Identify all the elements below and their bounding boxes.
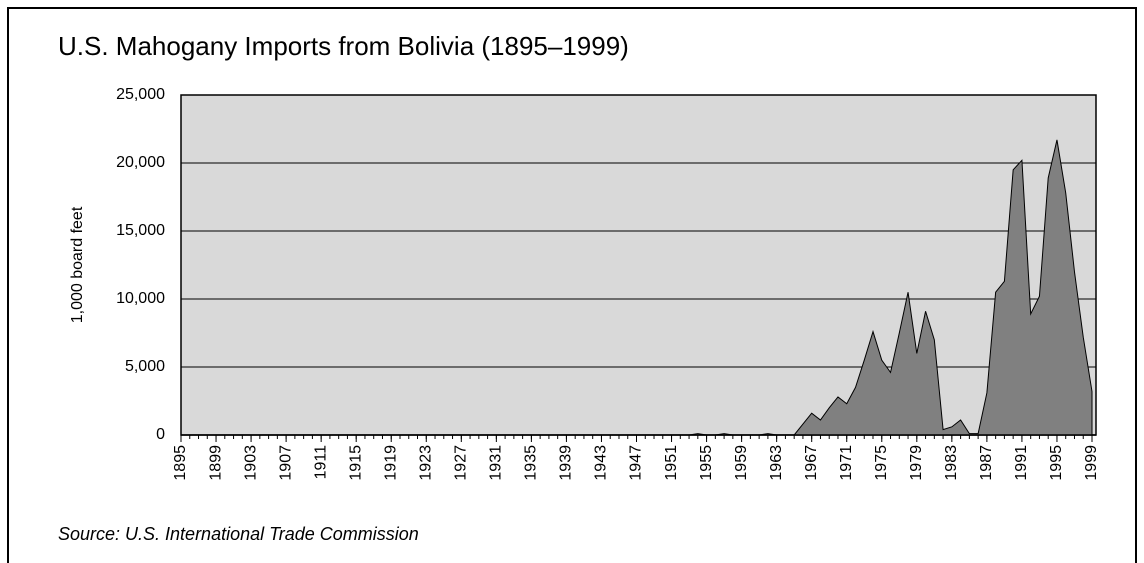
y-tick-label: 25,000: [116, 86, 165, 103]
frame: [7, 7, 1137, 563]
x-tick-label: 1943: [593, 445, 610, 481]
x-tick-label: 1995: [1048, 445, 1065, 481]
x-tick-label: 1951: [663, 445, 680, 481]
x-tick-label: 1911: [312, 445, 329, 480]
x-tick-label: 1959: [733, 445, 750, 481]
x-tick-label: 1923: [417, 445, 434, 481]
source-note: Source: U.S. International Trade Commiss…: [58, 524, 419, 544]
x-tick-label: 1987: [978, 445, 995, 481]
x-tick-label: 1983: [943, 445, 960, 481]
x-tick-label: 1967: [803, 445, 820, 481]
x-tick-label: 1931: [488, 445, 505, 481]
x-tick-label: 1907: [277, 445, 294, 481]
x-tick-label: 1927: [453, 445, 470, 481]
plot-area: [180, 94, 1097, 436]
y-axis-label: 1,000 board feet: [69, 206, 86, 323]
x-tick-label: 1895: [172, 445, 189, 481]
x-tick-label: 1935: [523, 445, 540, 481]
y-tick-label: 10,000: [116, 290, 165, 307]
chart-title: U.S. Mahogany Imports from Bolivia (1895…: [58, 31, 629, 61]
x-tick-label: 1979: [908, 445, 925, 481]
x-tick-label: 1939: [558, 445, 575, 481]
y-tick-label: 0: [156, 426, 165, 443]
x-tick-label: 1991: [1013, 445, 1030, 481]
x-tick-label: 1955: [698, 445, 715, 481]
x-tick-label: 1899: [207, 445, 224, 481]
y-tick-label: 5,000: [125, 358, 165, 375]
y-tick-label: 15,000: [116, 222, 165, 239]
x-tick-label: 1971: [838, 445, 855, 481]
x-tick-label: 1915: [347, 445, 364, 481]
x-tick-label: 1903: [242, 445, 259, 481]
x-tick-label: 1999: [1083, 445, 1100, 481]
y-tick-label: 20,000: [116, 154, 165, 171]
x-tick-label: 1963: [768, 445, 785, 481]
x-tick-label: 1975: [873, 445, 890, 481]
x-tick-label: 1947: [628, 445, 645, 481]
x-tick-label: 1919: [382, 445, 399, 481]
